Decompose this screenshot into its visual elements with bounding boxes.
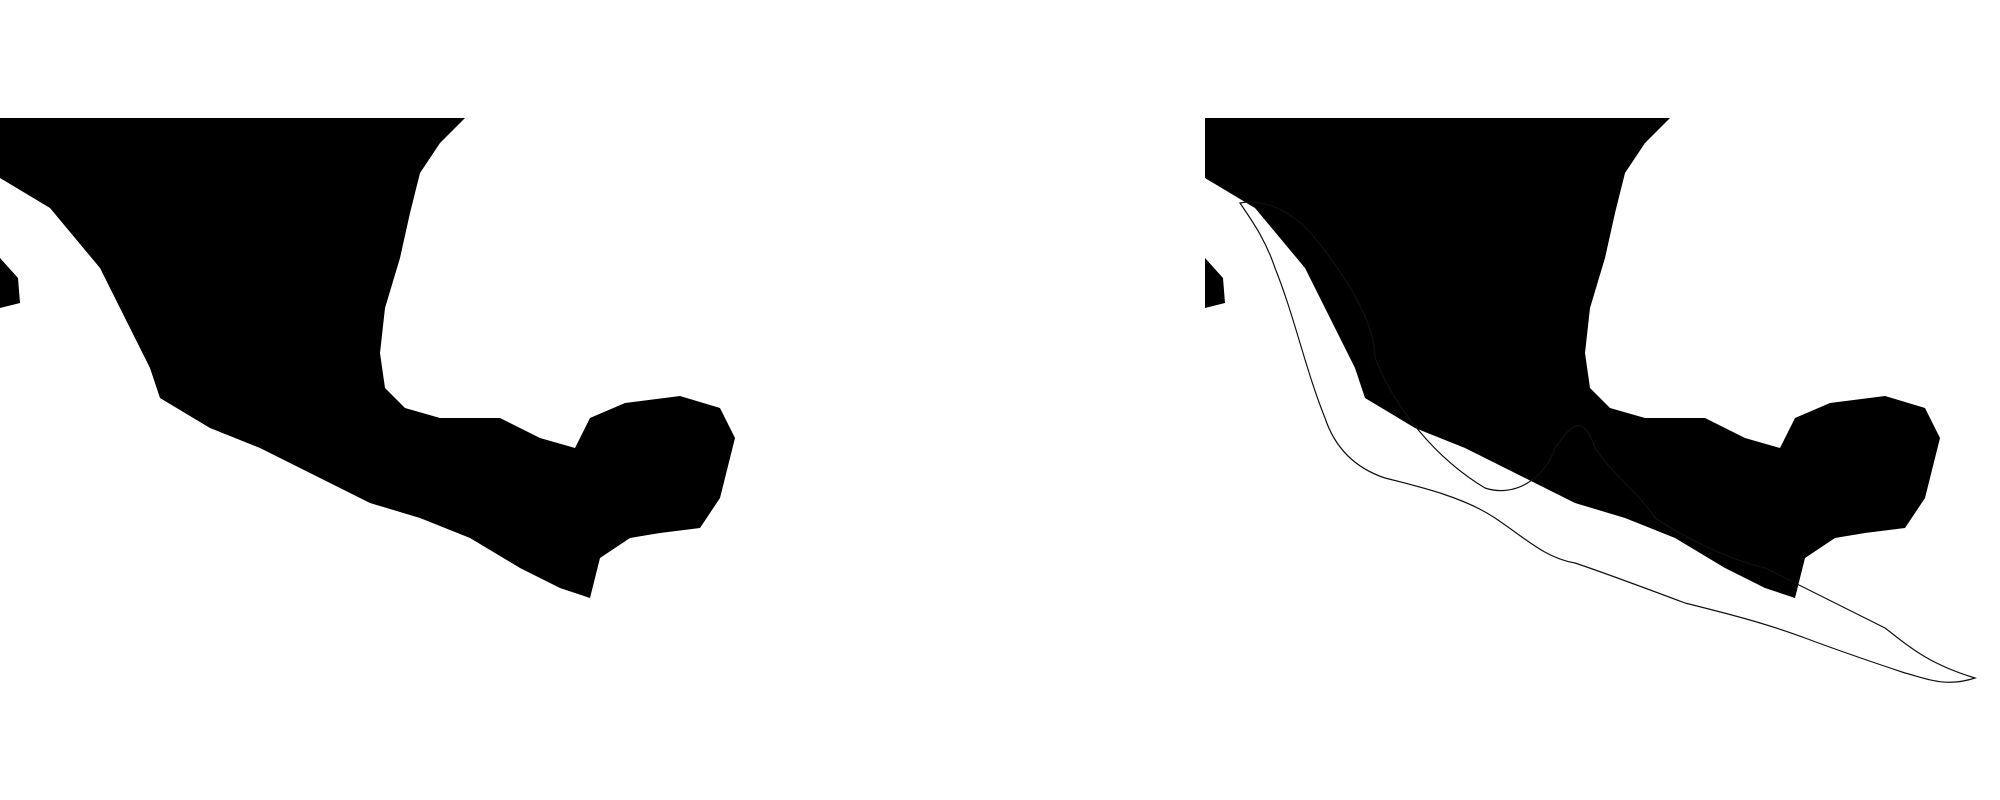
state-borders — [40, 138, 690, 558]
pca-plot-continuous — [820, 72, 1180, 434]
right-range-map — [1205, 118, 1977, 683]
state-borders — [1245, 138, 1895, 558]
range-envelope — [1239, 201, 1977, 683]
pca-plot-clusters — [820, 438, 1180, 800]
land-mass — [1205, 118, 1940, 598]
land-mass — [0, 118, 735, 598]
left-range-map — [0, 118, 735, 598]
